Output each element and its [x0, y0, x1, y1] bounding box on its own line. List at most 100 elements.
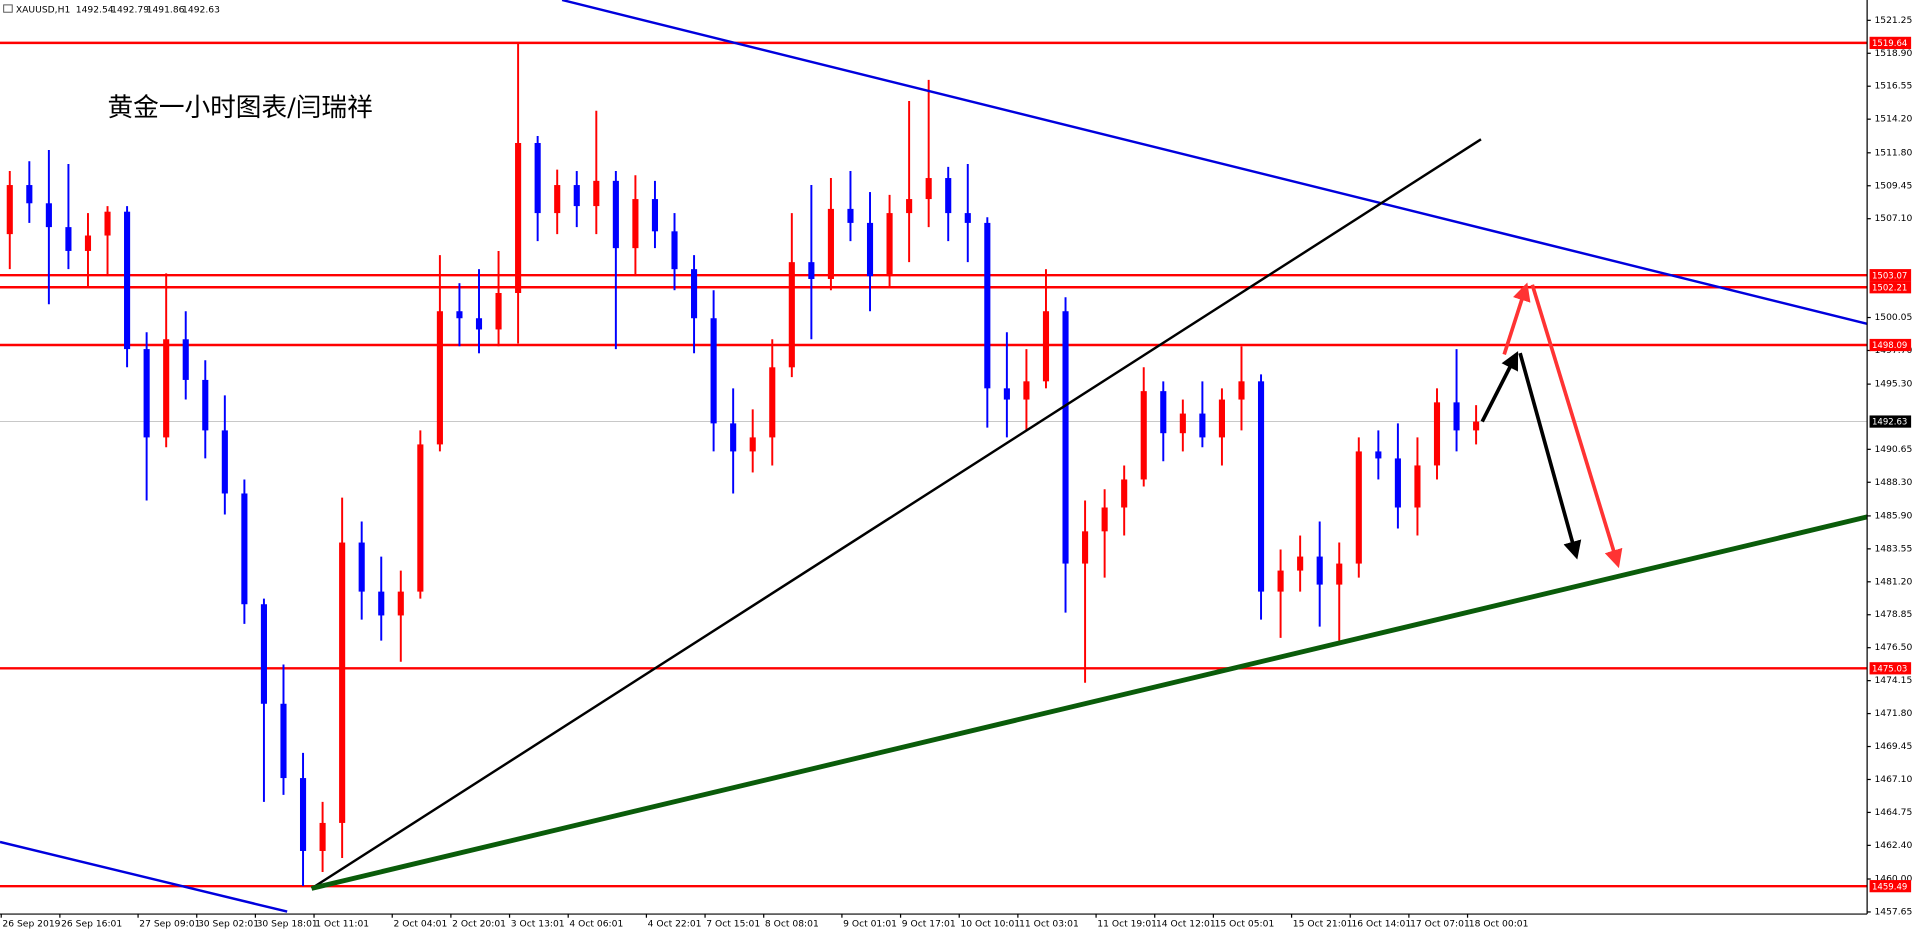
candle-body	[45, 203, 52, 228]
x-tick-label: 4 Oct 06:01	[569, 918, 623, 929]
candle-body	[730, 423, 737, 452]
y-tick-label: 1509.45	[1874, 180, 1912, 191]
candle-body	[554, 185, 561, 214]
candle-body	[808, 262, 815, 279]
y-tick-label: 1469.45	[1874, 741, 1912, 752]
candle-body	[104, 211, 111, 236]
x-tick-label: 14 Oct 12:01	[1156, 918, 1216, 929]
x-tick-label: 10 Oct 10:01	[960, 918, 1020, 929]
candle-body	[1082, 531, 1089, 564]
y-tick-label: 1518.90	[1874, 48, 1912, 59]
y-tick-label: 1507.10	[1874, 213, 1912, 224]
y-tick-label: 1511.80	[1874, 147, 1912, 158]
candle-body	[534, 142, 541, 214]
y-tick-label: 1500.05	[1874, 312, 1912, 323]
arrow	[1530, 284, 1623, 569]
y-tick-label: 1483.55	[1874, 543, 1912, 554]
level-tag	[1869, 281, 1912, 294]
candle-body	[886, 213, 893, 277]
candle-body	[436, 311, 443, 445]
candle-body	[1101, 507, 1108, 532]
candle-body	[1062, 311, 1069, 564]
candle-body	[612, 180, 619, 249]
y-tick-label: 1460.00	[1874, 874, 1912, 885]
candle-body	[925, 178, 932, 200]
candle-body	[515, 142, 522, 294]
candle-body	[1179, 413, 1186, 434]
y-tick-label: 1516.55	[1874, 81, 1912, 92]
y-tick-label: 1474.15	[1874, 675, 1912, 686]
candle-body	[1336, 563, 1343, 585]
candle-body	[6, 185, 13, 235]
trend-line	[561, 0, 1868, 326]
x-tick-label: 7 Oct 15:01	[706, 918, 760, 929]
y-tick-label: 1488.30	[1874, 477, 1912, 488]
y-tick-label: 1495.30	[1874, 379, 1912, 390]
candle-body	[691, 269, 698, 319]
trend-line	[0, 840, 288, 913]
level-tag	[1869, 338, 1912, 352]
candle-body	[710, 318, 717, 424]
candles	[6, 43, 1480, 887]
candle-body	[1003, 388, 1010, 400]
support-line	[311, 514, 1868, 891]
x-tick-label: 27 Sep 09:01	[139, 918, 200, 929]
y-tick-label: 1478.85	[1874, 609, 1912, 620]
level-tag-label: 1459.49	[1872, 882, 1907, 892]
y-tick-label: 1514.20	[1874, 114, 1912, 125]
level-tag-label: 1498.09	[1872, 341, 1907, 351]
candle-body	[1297, 556, 1304, 571]
symbol-icon	[3, 4, 13, 13]
candle-body	[202, 379, 209, 431]
x-tick-label: 26 Sep 16:01	[61, 918, 122, 929]
candle-body	[1433, 402, 1441, 466]
candle-body	[1160, 391, 1167, 434]
candle-body	[1042, 311, 1050, 382]
candle-body	[827, 208, 834, 279]
level-tag-label: 1475.03	[1872, 664, 1907, 674]
candle-body	[769, 367, 776, 438]
candle-body	[65, 227, 72, 251]
candle-body	[671, 231, 678, 270]
level-tag	[1869, 269, 1912, 282]
candle-body	[1277, 570, 1284, 592]
candle-body	[495, 293, 502, 330]
level-tag-label: 1519.64	[1872, 39, 1907, 49]
candle-body	[339, 542, 346, 823]
candle-body	[163, 339, 170, 438]
arrow	[1502, 282, 1531, 355]
candle-body	[847, 208, 854, 223]
y-tick-label: 1521.25	[1874, 15, 1912, 26]
current-price-tag	[1869, 415, 1912, 428]
candle-body	[1238, 381, 1245, 400]
current-price-label: 1492.63	[1872, 418, 1907, 428]
x-tick-label: 30 Sep 18:01	[257, 918, 318, 929]
x-tick-label: 9 Oct 17:01	[902, 918, 956, 929]
candle-body	[378, 591, 385, 616]
y-tick-label: 1457.65	[1874, 906, 1912, 917]
candle-body	[143, 349, 150, 438]
candle-body	[749, 437, 756, 452]
candle-body	[84, 235, 92, 251]
candle-body	[866, 222, 874, 277]
candle-body	[1023, 381, 1030, 400]
header-low: 1491.86	[147, 4, 185, 15]
candle-body	[1140, 391, 1147, 480]
arrow	[1518, 352, 1582, 560]
candle-body	[1375, 451, 1382, 459]
candle-body	[1453, 402, 1460, 431]
candle-body	[1218, 399, 1225, 438]
candle-body	[593, 180, 600, 207]
candle-body	[964, 213, 971, 223]
trend-line	[310, 138, 1482, 890]
x-tick-label: 11 Oct 19:01	[1097, 918, 1157, 929]
candle-body	[1316, 556, 1323, 585]
y-tick-label: 1476.50	[1874, 642, 1912, 653]
candle-body	[397, 591, 404, 616]
candle-body	[417, 444, 424, 592]
candle-body	[260, 604, 267, 704]
x-tick-label: 11 Oct 03:01	[1019, 918, 1079, 929]
candle-body	[1414, 465, 1421, 508]
candle-body	[1473, 421, 1480, 431]
